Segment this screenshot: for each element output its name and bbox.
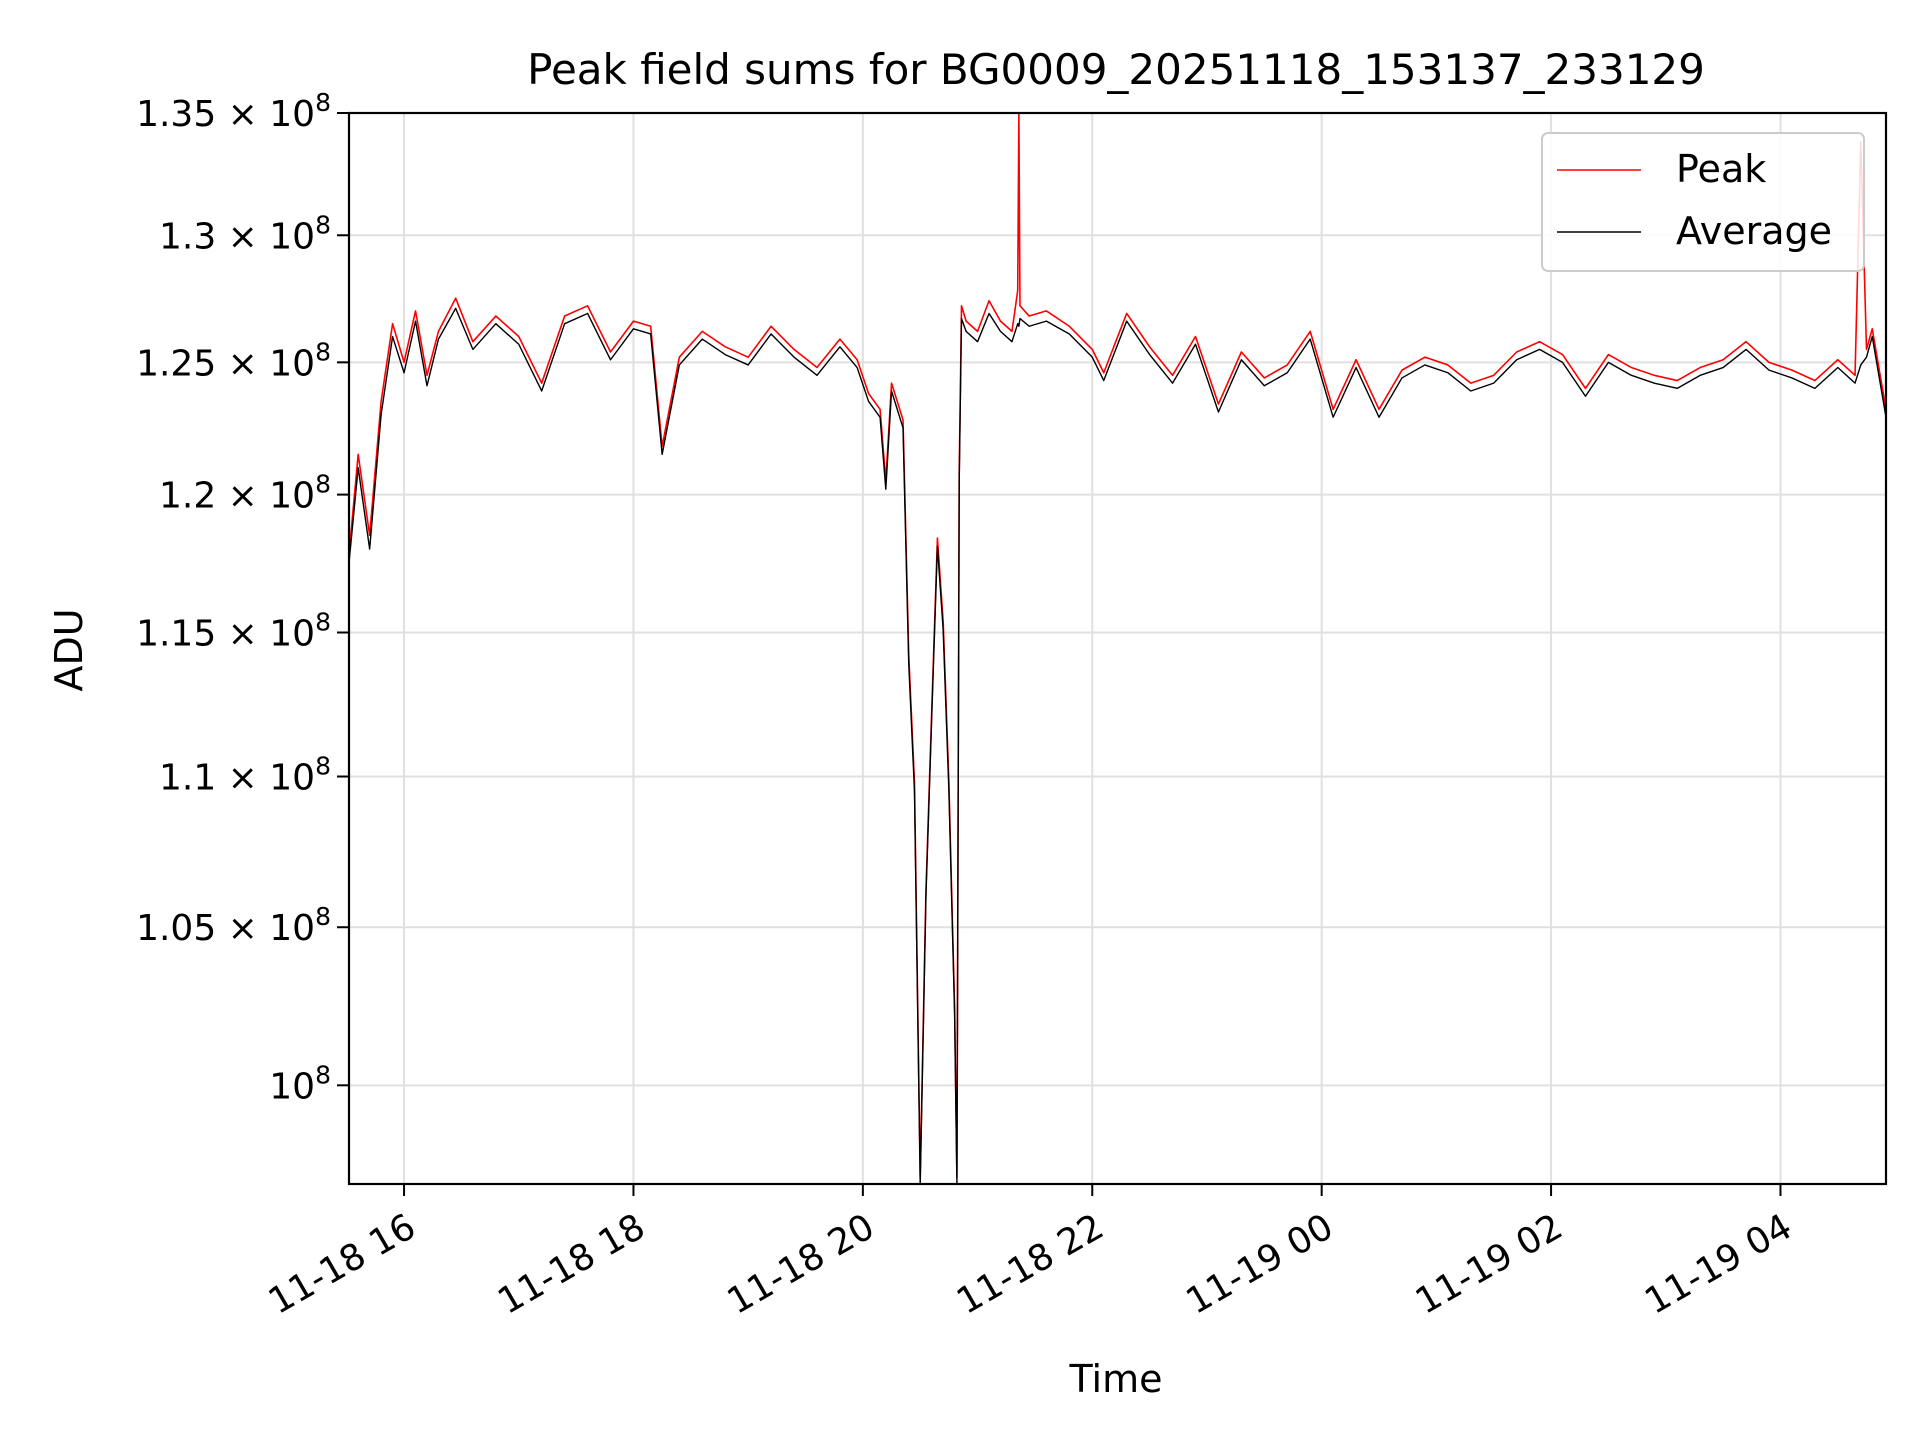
x-axis-label: Time <box>1069 1357 1163 1401</box>
y-tick-label: 1.1 × 108 <box>159 752 331 799</box>
y-tick-label: 1.35 × 108 <box>136 88 331 135</box>
y-tick-label: 1.25 × 108 <box>136 337 331 384</box>
plot-frame <box>347 111 1888 1186</box>
y-tick-label: 1.05 × 108 <box>136 902 331 949</box>
y-ticks: 108 1.05 × 108 1.1 × 108 1.15 × 108 1.2 × 10… <box>136 88 349 1107</box>
legend-peak-label: Peak <box>1676 147 1766 191</box>
chart-title: Peak field sums for BG0009_20251118_1531… <box>527 45 1705 94</box>
x-grid <box>403 113 1782 1184</box>
series-line-peak <box>349 113 1886 1179</box>
y-tick-label: 1.3 × 108 <box>159 210 331 257</box>
legend-frame <box>1541 132 1865 272</box>
y-tick-label: 1.15 × 108 <box>136 607 331 654</box>
series-line-average <box>349 307 1886 1184</box>
y-tick-label: 108 <box>269 1060 331 1107</box>
plot-lines <box>349 113 1886 1184</box>
y-tick-label: 1.2 × 108 <box>159 470 331 517</box>
legend-average-label: Average <box>1676 209 1832 253</box>
y-axis-label: ADU <box>47 608 91 691</box>
legend: Peak Average <box>1541 132 1865 272</box>
